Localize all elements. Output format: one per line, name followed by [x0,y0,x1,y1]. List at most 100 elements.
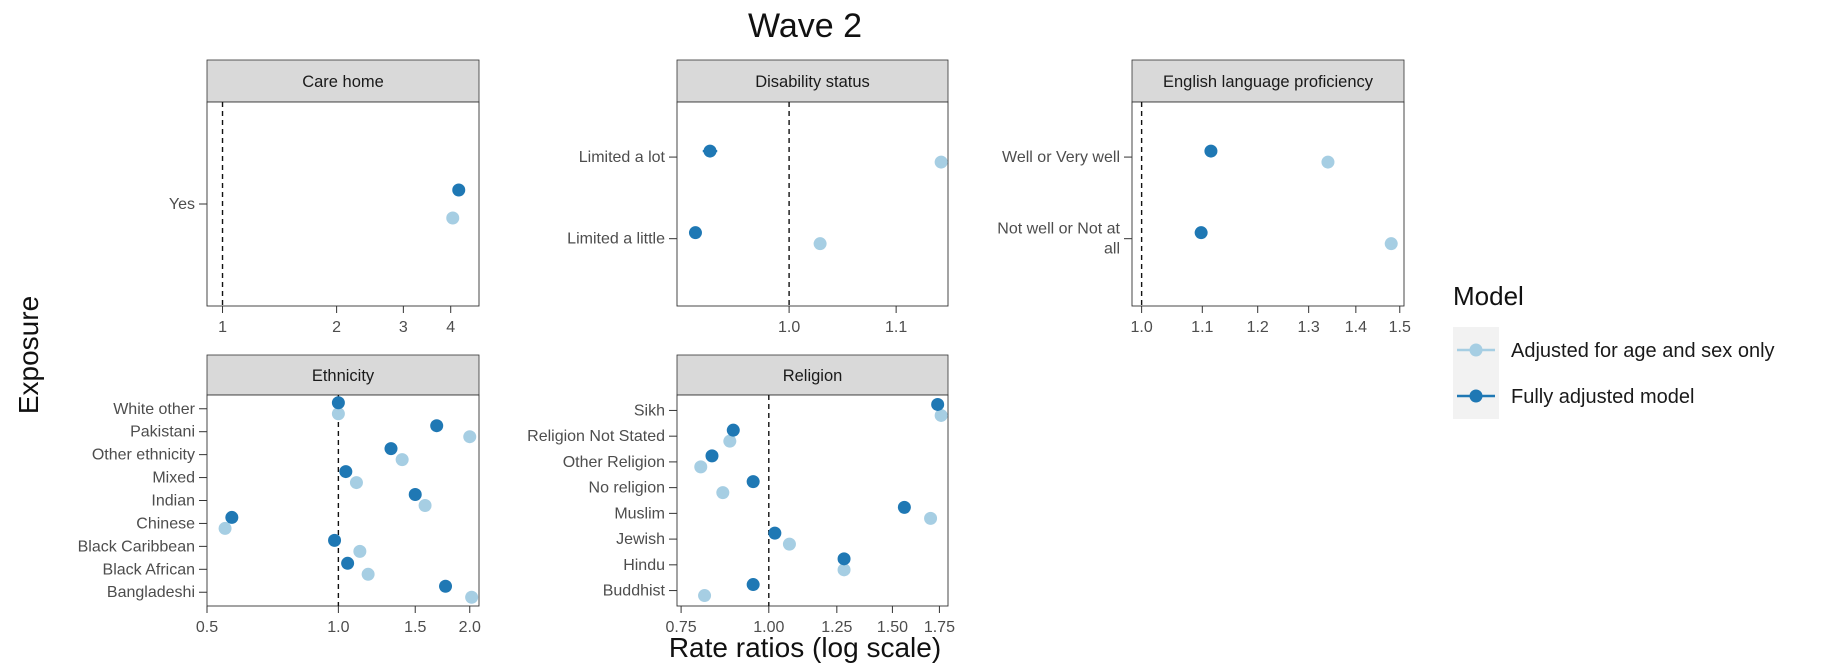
point-ethnicity-mixed-fully-adjusted-model [339,465,353,479]
x-tick-label-english-language-proficiency-1-4: 1.4 [1345,319,1367,336]
point-english-language-proficiency-well-or-very-well-adjusted-for-age-and-sex-only [1321,155,1335,169]
x-tick-label-care-home-3: 3 [399,319,408,336]
y-tick-label-ethnicity-indian: Indian [151,493,195,510]
y-tick-label-religion-no-religion: No religion [589,480,665,497]
strip-ethnicity [206,354,480,396]
point-ethnicity-chinese-adjusted-for-age-and-sex-only [218,521,232,535]
x-tick-label-ethnicity-1-0: 1.0 [327,619,349,636]
legend: Model Adjusted for age and sex only Fully … [1453,281,1775,419]
strip-label-care-home: Care home [302,73,384,91]
legend-key-background [1453,327,1499,419]
facet-panels: Care home Yes 1 2 3 4 Disability status Limited… [78,59,1411,636]
point-ethnicity-bangladeshi-adjusted-for-age-and-sex-only [465,590,479,604]
point-religion-jewish-fully-adjusted-model [768,526,782,540]
y-tick-label-ethnicity-chinese: Chinese [136,515,195,532]
point-ethnicity-indian-fully-adjusted-model [408,488,422,501]
legend-key-fully-adjusted-model [1457,389,1495,403]
y-tick-label-ethnicity-bangladeshi: Bangladeshi [107,584,195,601]
x-tick-label-religion-1-25: 1.25 [821,619,852,636]
plot-area-care-home [206,101,480,307]
point-ethnicity-chinese-fully-adjusted-model [225,510,239,524]
point-religion-buddhist-adjusted-for-age-and-sex-only [698,589,712,603]
point-disability-status-limited-a-little-fully-adjusted-model [688,226,702,240]
point-english-language-proficiency-not-well-or-not-at-all-fully-adjusted-model [1194,226,1208,240]
plot-area-religion [676,394,949,607]
point-religion-other-religion-adjusted-for-age-and-sex-only [694,460,708,474]
point-ethnicity-bangladeshi-fully-adjusted-model [439,579,453,593]
panel-disability-status: Disability status Limited a lot Limited a … [567,59,949,336]
x-tick-label-care-home-2: 2 [332,319,341,336]
y-tick-label-english-language-proficiency-well-or-very-well: Well or Very well [1002,149,1120,166]
y-tick-label-religion-religion-not-stated: Religion Not Stated [527,428,665,445]
legend-title: Model [1453,281,1524,311]
point-ethnicity-white-other-fully-adjusted-model [331,396,345,410]
strip-label-religion: Religion [783,367,843,385]
point-disability-status-limited-a-lot-adjusted-for-age-and-sex-only [934,155,948,169]
x-tick-label-disability-status-1-1: 1.1 [885,319,907,336]
chart-title: Wave 2 [748,7,862,45]
panel-religion: Religion Sikh Religion Not Stated Other Rel… [527,354,955,636]
x-axis-title: Rate ratios (log scale) [669,632,941,663]
point-ethnicity-mixed-adjusted-for-age-and-sex-only [349,476,363,490]
x-tick-label-english-language-proficiency-1-2: 1.2 [1247,319,1269,336]
y-tick-label-ethnicity-mixed: Mixed [152,470,195,487]
legend-key-adjusted-for-age-and-sex-only [1457,343,1495,357]
y-tick-label-ethnicity-black-african: Black African [103,561,195,578]
x-tick-label-english-language-proficiency-1-0: 1.0 [1130,319,1152,336]
legend-label-fully-adjusted-model: Fully adjusted model [1511,386,1694,408]
strip-label-disability-status: Disability status [755,73,870,91]
point-ethnicity-other-ethnicity-adjusted-for-age-and-sex-only [395,453,409,467]
x-tick-label-english-language-proficiency-1-1: 1.1 [1191,319,1213,336]
y-tick-label-disability-status-limited-a-little: Limited a little [567,231,665,248]
point-religion-jewish-adjusted-for-age-and-sex-only [782,537,796,551]
point-religion-religion-not-stated-adjusted-for-age-and-sex-only [723,434,737,448]
plot-area-disability-status [676,101,949,307]
point-religion-hindu-fully-adjusted-model [837,552,851,566]
x-tick-label-ethnicity-2-0: 2.0 [459,619,481,636]
panel-ethnicity: Ethnicity White other Pakistani Other ethni… [78,354,481,636]
y-tick-label-care-home-yes: Yes [169,196,195,213]
y-tick-label-religion-sikh: Sikh [634,402,665,419]
y-tick-label-religion-hindu: Hindu [623,557,665,574]
point-religion-sikh-fully-adjusted-model [931,397,945,411]
x-tick-label-religion-1-75: 1.75 [924,619,955,636]
strip-label-ethnicity: Ethnicity [312,367,375,385]
point-ethnicity-indian-adjusted-for-age-and-sex-only [418,499,432,512]
y-tick-label-english-language-proficiency-not-well-or-not-at-all: Not well or Not at all [997,221,1120,258]
strip-care-home [206,59,480,103]
x-tick-label-ethnicity-1-5: 1.5 [404,619,426,636]
point-ethnicity-black-african-adjusted-for-age-and-sex-only [361,567,375,581]
point-religion-religion-not-stated-fully-adjusted-model [726,423,740,437]
legend-label-adjusted-for-age-and-sex-only: Adjusted for age and sex only [1511,340,1775,362]
x-tick-label-religion-1-50: 1.50 [877,619,908,636]
point-ethnicity-black-caribbean-adjusted-for-age-and-sex-only [353,544,367,558]
y-tick-label-disability-status-limited-a-lot: Limited a lot [579,149,666,166]
panel-english-language-proficiency: English language proficiency Well or Very… [997,59,1411,336]
point-ethnicity-pakistani-fully-adjusted-model [430,419,444,433]
point-care-home-yes-adjusted-for-age-and-sex-only [446,211,460,225]
y-tick-label-religion-muslim: Muslim [614,505,665,522]
point-ethnicity-white-other-adjusted-for-age-and-sex-only [331,407,345,421]
y-tick-label-ethnicity-other-ethnicity: Other ethnicity [92,447,195,464]
x-tick-label-religion-1-00: 1.00 [753,619,784,636]
point-religion-other-religion-fully-adjusted-model [705,449,719,463]
point-ethnicity-pakistani-adjusted-for-age-and-sex-only [463,430,477,444]
y-tick-label-ethnicity-white-other: White other [113,401,195,418]
point-care-home-yes-fully-adjusted-model [452,183,466,197]
strip-label-english-language-proficiency: English language proficiency [1163,73,1374,91]
x-tick-label-english-language-proficiency-1-3: 1.3 [1298,319,1320,336]
x-tick-label-disability-status-1-0: 1.0 [778,319,800,336]
x-tick-label-ethnicity-0-5: 0.5 [196,619,218,636]
point-ethnicity-other-ethnicity-fully-adjusted-model [384,442,398,456]
y-tick-label-religion-other-religion: Other Religion [563,454,665,471]
y-tick-label-ethnicity-pakistani: Pakistani [130,424,195,441]
point-ethnicity-black-caribbean-fully-adjusted-model [328,533,342,547]
strip-religion [676,354,949,396]
point-religion-muslim-adjusted-for-age-and-sex-only [924,511,938,525]
point-religion-buddhist-fully-adjusted-model [746,578,760,592]
point-religion-no-religion-fully-adjusted-model [746,475,760,489]
strip-english-language-proficiency [1131,59,1405,103]
point-religion-sikh-adjusted-for-age-and-sex-only [934,408,948,422]
plot-area-english-language-proficiency [1131,101,1405,307]
